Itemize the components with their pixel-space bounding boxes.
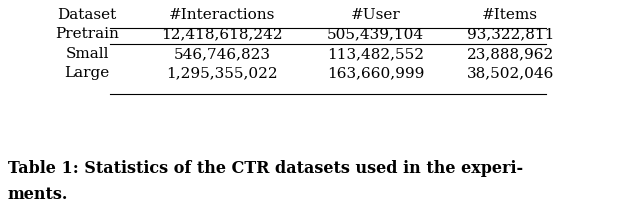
Text: Table 1: Statistics of the CTR datasets used in the experi-: Table 1: Statistics of the CTR datasets … <box>8 160 523 177</box>
Text: ments.: ments. <box>8 186 68 203</box>
